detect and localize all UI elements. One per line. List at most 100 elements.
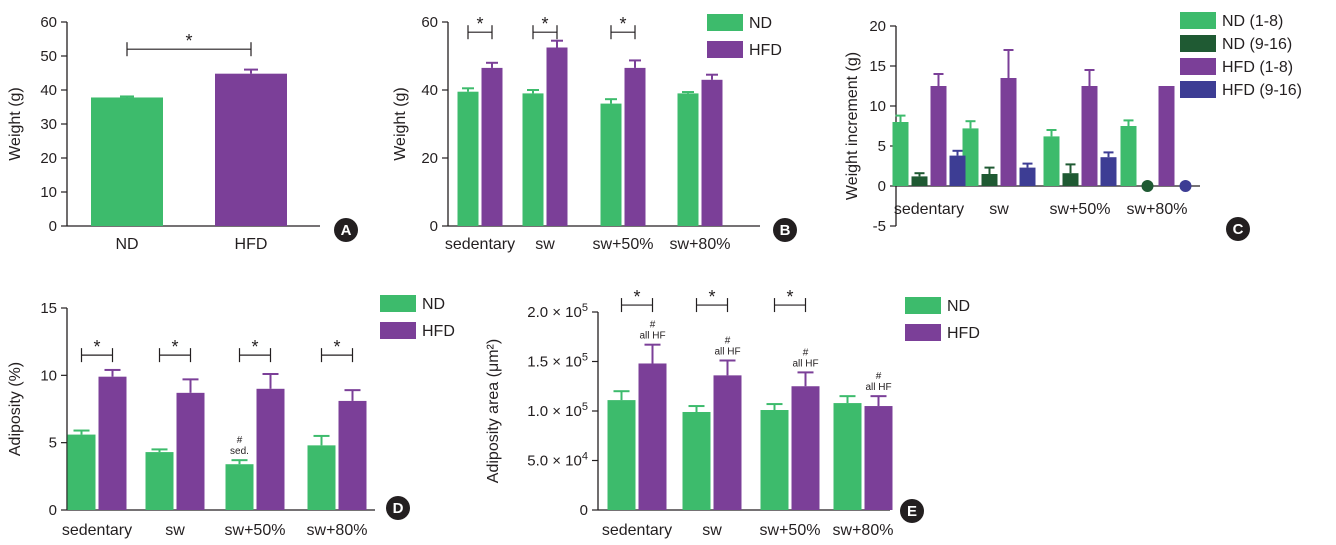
significance-star: *	[619, 14, 626, 34]
panel-letter: E	[907, 503, 917, 520]
bar	[833, 403, 862, 510]
bar	[682, 411, 711, 510]
category-label: sw+80%	[833, 522, 894, 539]
bar	[892, 122, 909, 186]
y-tick-label: -5	[873, 218, 886, 235]
legend-label: ND (9-16)	[1222, 36, 1292, 53]
annotation-text: all HF	[865, 382, 891, 393]
category-label: sw+80%	[670, 236, 731, 253]
panel-letter-badge	[900, 499, 924, 523]
annotation-text: all HF	[639, 331, 665, 342]
y-tick-label: 2.0 × 105	[527, 302, 588, 321]
annotation-text: #	[725, 336, 731, 347]
annotation-text: #	[237, 435, 243, 446]
y-tick-label: 5	[878, 138, 886, 155]
category-label: sw	[989, 201, 1009, 218]
legend-label: ND	[947, 298, 970, 315]
bar-marker	[1141, 180, 1154, 192]
annotation-text: #	[803, 347, 809, 358]
y-tick-label: 0	[878, 178, 886, 195]
category-label: sw+50%	[225, 522, 286, 539]
panel-e: 0 5.0 × 104 1.0 × 105 1.5 × 105 2.0 × 105 Adi…	[485, 287, 980, 539]
legend-label: ND	[422, 296, 445, 313]
panel-a: 0 10 20 30 40 50 60 Weight (g) ND HFD * A	[7, 14, 358, 253]
y-tick-label: 1.5 × 105	[527, 352, 588, 371]
y-tick-label: 10	[869, 98, 886, 115]
annotation-text: #	[650, 320, 656, 331]
y-tick-label: 15	[869, 58, 886, 75]
bar	[225, 464, 254, 510]
legend-label: HFD	[422, 323, 455, 340]
y-tick-label: 0	[49, 502, 57, 519]
y-tick-label: 60	[421, 14, 438, 31]
bar	[864, 406, 893, 510]
bar	[607, 400, 636, 510]
y-tick-label: 0	[580, 502, 588, 519]
bar	[67, 434, 96, 510]
bar	[930, 86, 947, 186]
bar	[98, 376, 127, 510]
legend-label: HFD (1-8)	[1222, 59, 1293, 76]
bar	[338, 400, 367, 510]
significance-star: *	[476, 14, 483, 34]
category-label: ND	[115, 236, 138, 253]
panel-c: -5 0 5 10 15 20 Weight increment (g) sedentary s…	[844, 12, 1302, 241]
category-label: sedentary	[602, 522, 672, 539]
y-tick-label: 20	[40, 150, 57, 167]
category-label: sw	[165, 522, 185, 539]
y-tick-label: 40	[40, 82, 57, 99]
bar	[701, 79, 723, 226]
y-axis-label: Weight increment (g)	[844, 52, 861, 200]
bar	[760, 410, 789, 510]
category-label: sw+50%	[593, 236, 654, 253]
bar	[307, 445, 336, 510]
panel-letter-badge	[386, 496, 410, 520]
bar	[677, 93, 699, 227]
annotation-text: all HF	[714, 347, 740, 358]
panel-d: 0 5 10 15 Adiposity (%) sedentary sw sw+50% sw+8…	[7, 295, 455, 539]
category-label: sw+80%	[1127, 201, 1188, 218]
legend-label: HFD	[947, 325, 980, 342]
legend-swatch	[707, 41, 743, 58]
y-tick-label: 10	[40, 367, 57, 384]
legend-swatch	[380, 295, 416, 312]
y-tick-label: 60	[40, 14, 57, 31]
legend-swatch	[905, 297, 941, 314]
bar	[1019, 167, 1036, 186]
annotation-text: all HF	[792, 358, 818, 369]
bar	[215, 73, 287, 227]
y-tick-label: 30	[40, 116, 57, 133]
bar	[1100, 157, 1117, 186]
legend-swatch	[380, 322, 416, 339]
bar	[256, 388, 285, 510]
panel-letter-badge	[773, 218, 797, 242]
significance-star: *	[541, 14, 548, 34]
bar	[1043, 136, 1060, 186]
legend-label: ND (1-8)	[1222, 13, 1283, 30]
category-label: sw+50%	[1050, 201, 1111, 218]
panel-letter: D	[393, 500, 404, 517]
bar	[791, 386, 820, 510]
significance-star: *	[251, 337, 258, 357]
y-tick-label: 40	[421, 82, 438, 99]
bar	[949, 155, 966, 186]
legend-label: ND	[749, 15, 772, 32]
bar	[457, 91, 479, 226]
bar	[176, 392, 205, 510]
bar	[638, 363, 667, 510]
y-axis-label: Adiposity area (μm²)	[485, 339, 502, 483]
y-axis-label: Weight (g)	[392, 87, 409, 161]
y-tick-label: 1.0 × 105	[527, 401, 588, 420]
y-tick-label: 50	[40, 48, 57, 65]
legend-label: HFD	[749, 42, 782, 59]
significance-star: *	[93, 337, 100, 357]
legend-swatch	[1180, 58, 1216, 75]
bar	[624, 67, 646, 227]
y-tick-label: 10	[40, 184, 57, 201]
category-label: sw	[535, 236, 555, 253]
y-axis-label: Weight (g)	[7, 87, 24, 161]
y-tick-label: 15	[40, 300, 57, 317]
y-tick-label: 5.0 × 104	[527, 451, 588, 470]
panel-letter: B	[780, 222, 791, 239]
